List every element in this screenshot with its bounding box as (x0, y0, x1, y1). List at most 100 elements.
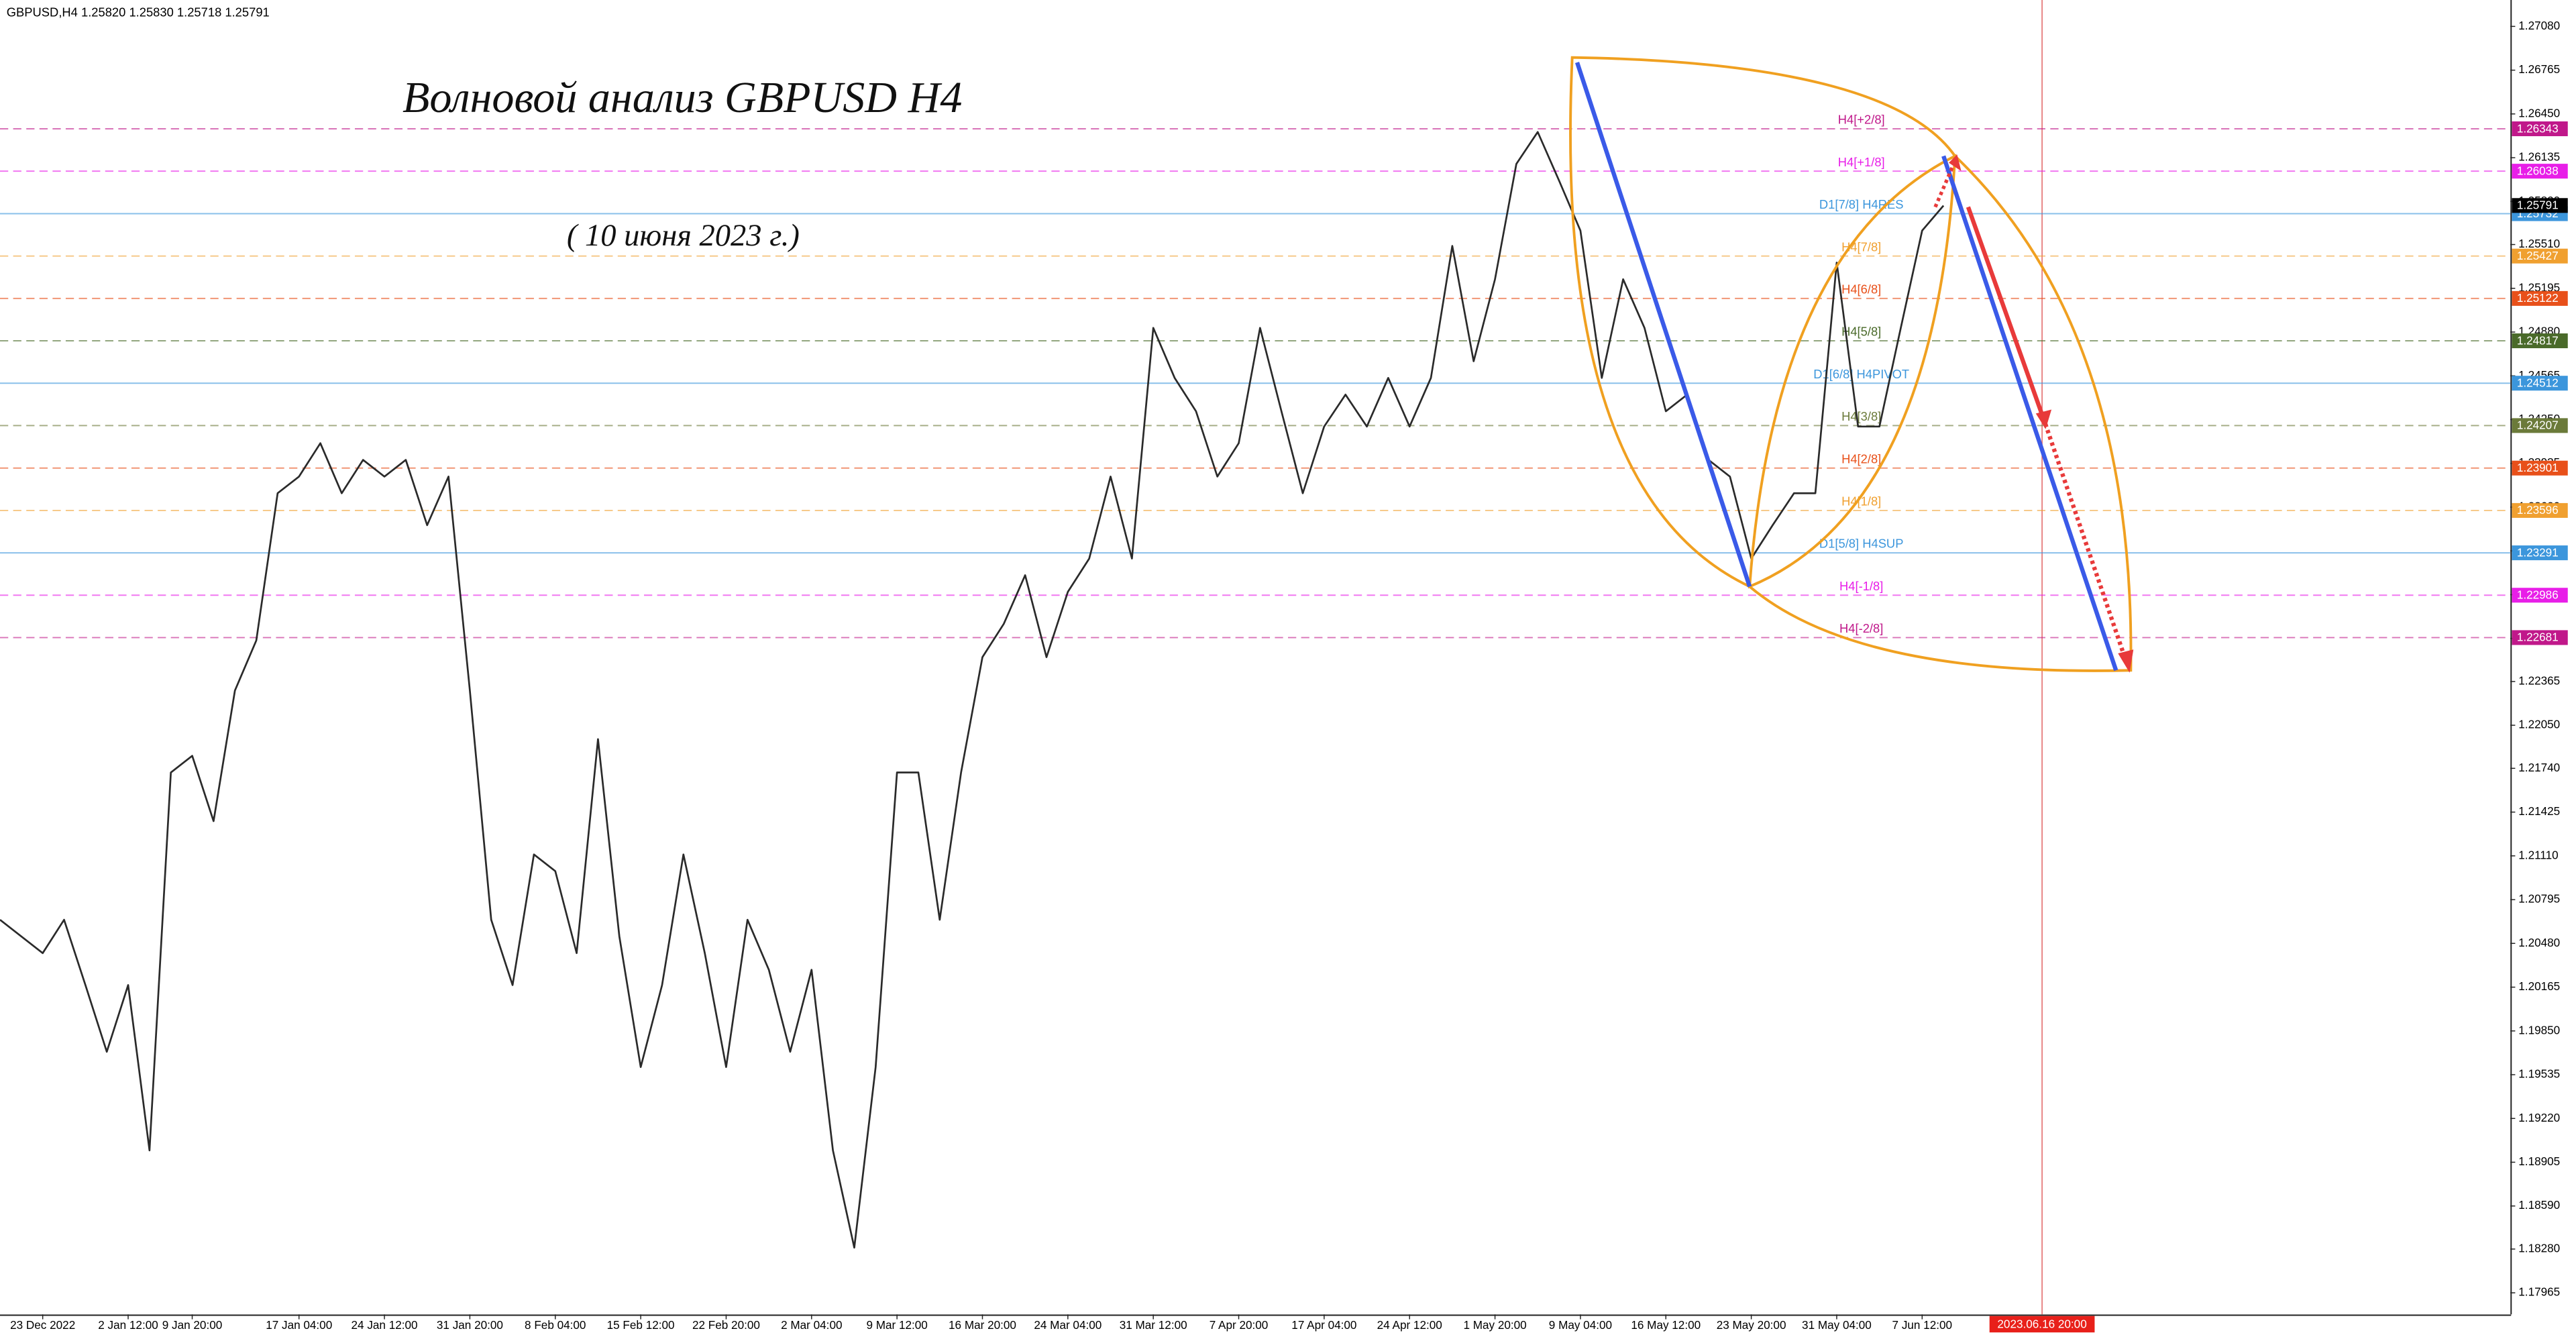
price-tag (2512, 248, 2568, 264)
y-tick-label: 1.21740 (2518, 761, 2560, 774)
y-tick-label: 1.20165 (2518, 979, 2560, 993)
price-tag-label: 1.22681 (2517, 631, 2559, 644)
price-tag-label: 1.24817 (2517, 333, 2559, 347)
y-tick-label: 1.20480 (2518, 936, 2560, 949)
x-tick-label: 17 Jan 04:00 (266, 1318, 332, 1332)
current-price-label: 1.25791 (2517, 199, 2559, 212)
forecast-arrow (1933, 160, 1957, 208)
series (0, 131, 1945, 1249)
y-tick-label: 1.27080 (2518, 19, 2560, 32)
x-tick-label: 31 Jan 20:00 (437, 1318, 503, 1332)
x-tick-label: 9 Jan 20:00 (162, 1318, 223, 1332)
price-tag-label: 1.24207 (2517, 419, 2559, 432)
price-tag (2512, 545, 2568, 561)
x-tick-label: 9 May 04:00 (1549, 1318, 1612, 1332)
chart-subtitle: ( 10 июня 2023 г.) (567, 219, 800, 253)
price-tag-label: 1.22986 (2517, 588, 2559, 602)
y-tick-label: 1.25195 (2518, 280, 2560, 294)
y-tick-label: 1.18590 (2518, 1198, 2560, 1212)
x-tick-label: 24 Jan 12:00 (352, 1318, 418, 1332)
x-tick-label: 17 Apr 04:00 (1291, 1318, 1356, 1332)
price-tag (2512, 630, 2568, 645)
price-tag-label: 1.23291 (2517, 545, 2559, 559)
price-tag (2512, 333, 2568, 349)
y-tick-label: 1.26765 (2518, 62, 2560, 76)
x-tick-label: 1 May 20:00 (1463, 1318, 1526, 1332)
x-tick-label: 24 Mar 04:00 (1034, 1318, 1102, 1332)
price-tag-label: 1.25427 (2517, 249, 2559, 262)
x-tick-label: 22 Feb 20:00 (692, 1318, 760, 1332)
y-tick-label: 1.21110 (2518, 848, 2558, 861)
y-tick-label: 1.20795 (2518, 892, 2560, 906)
y-tick-label: 1.19220 (2518, 1111, 2560, 1124)
price-tag (2512, 588, 2568, 603)
level-label: D1[5/8] H4SUP (1819, 537, 1904, 551)
chart-title: Волновой анализ GBPUSD H4 (402, 73, 962, 122)
price-tag-label: 1.26038 (2517, 164, 2559, 177)
y-tick-label: 1.17965 (2518, 1285, 2560, 1299)
x-tick-label: 31 May 04:00 (1802, 1318, 1872, 1332)
price-tag (2512, 290, 2568, 306)
x-tick-label: 16 Mar 20:00 (949, 1318, 1016, 1332)
x-tick-label: 31 Mar 12:00 (1120, 1318, 1187, 1332)
price-tag-label: 1.23596 (2517, 503, 2559, 517)
price-tag-label: 1.23901 (2517, 461, 2559, 474)
level-label: H4[1/8] (1841, 494, 1881, 508)
x-tick-label: 23 Dec 2022 (10, 1318, 75, 1332)
x-tick-label: 8 Feb 04:00 (525, 1318, 586, 1332)
x-tick-label: 16 May 12:00 (1631, 1318, 1701, 1332)
time-marker-label: 2023.06.16 20:00 (1997, 1318, 2086, 1331)
price-tag (2512, 164, 2568, 179)
wave-line (1574, 62, 1752, 588)
price-tag (2512, 376, 2568, 391)
level-label: H4[5/8] (1841, 325, 1881, 339)
y-tick-label: 1.26450 (2518, 106, 2560, 119)
price-tag (2512, 121, 2568, 137)
x-tick-label: 7 Apr 20:00 (1210, 1318, 1269, 1332)
price-tag-label: 1.26343 (2517, 121, 2559, 135)
price-tag-label: 1.25122 (2517, 291, 2559, 305)
y-tick-label: 1.22050 (2518, 718, 2560, 731)
price-line (0, 131, 1945, 1249)
arrow-heads (1949, 154, 2134, 673)
inner-curve (1748, 154, 1957, 589)
x-tick-label: 24 Apr 12:00 (1377, 1318, 1442, 1332)
level-label: H4[+2/8] (1838, 113, 1885, 127)
y-tick-label: 1.25510 (2518, 237, 2560, 250)
current-price-tag (2512, 198, 2568, 213)
level-label: H4[6/8] (1841, 282, 1881, 296)
symbol-header: GBPUSD,H4 1.25820 1.25830 1.25718 1.2579… (7, 5, 270, 19)
price-tag (2512, 460, 2568, 476)
x-tick-label: 7 Jun 12:00 (1892, 1318, 1953, 1332)
level-label: H4[2/8] (1841, 451, 1881, 466)
y-tick-label: 1.22365 (2518, 674, 2560, 687)
forecast-arrow (2043, 423, 2130, 666)
outer-curve (1569, 56, 2133, 672)
level-label: H4[+1/8] (1838, 155, 1885, 169)
wave-line (1941, 155, 2118, 672)
y-tick-label: 1.18280 (2518, 1241, 2560, 1254)
y-tick-label: 1.26135 (2518, 150, 2560, 164)
y-tick-label: 1.19535 (2518, 1067, 2560, 1081)
drawings (1569, 56, 2134, 673)
level-label: H4[3/8] (1841, 409, 1881, 423)
x-tick-label: 9 Mar 12:00 (866, 1318, 927, 1332)
time-marker-box (1989, 1316, 2095, 1333)
axes: 1.270801.267651.264501.261351.258201.255… (10, 19, 2568, 1332)
x-tick-label: 15 Feb 12:00 (607, 1318, 675, 1332)
level-label: D1[6/8] H4PIVOT (1813, 367, 1909, 381)
price-tag (2512, 502, 2568, 518)
y-tick-label: 1.18905 (2518, 1155, 2560, 1168)
y-tick-label: 1.21425 (2518, 804, 2560, 818)
x-tick-label: 2 Jan 12:00 (98, 1318, 158, 1332)
x-tick-label: 23 May 20:00 (1717, 1318, 1786, 1332)
level-label: H4[-1/8] (1839, 579, 1883, 593)
price-tag (2512, 418, 2568, 433)
level-label: H4[-2/8] (1839, 621, 1883, 635)
forecast-arrow (1966, 206, 2047, 425)
price-tag-label: 1.24512 (2517, 376, 2559, 389)
y-tick-label: 1.19850 (2518, 1023, 2560, 1036)
x-tick-label: 2 Mar 04:00 (781, 1318, 842, 1332)
